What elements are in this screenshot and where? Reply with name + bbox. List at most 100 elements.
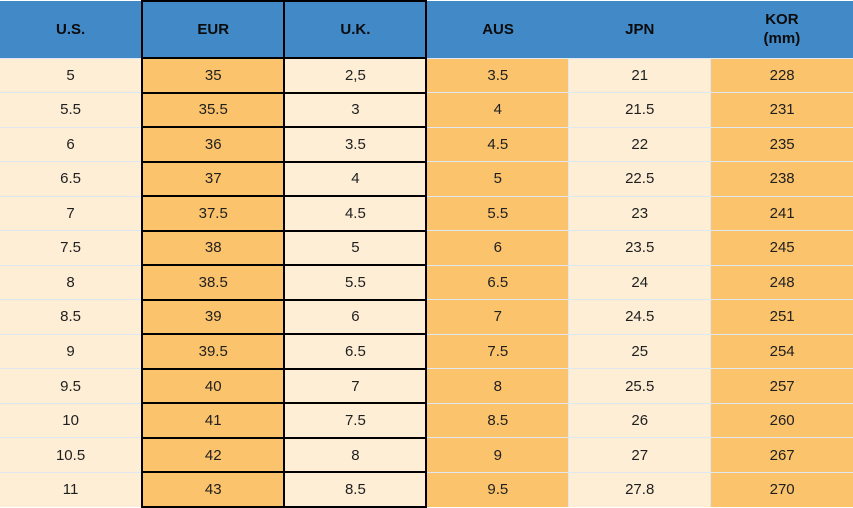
column-header-jpn: JPN xyxy=(568,1,711,59)
table-header: U.S. EUR U.K. AUS JPN KOR (mm) xyxy=(0,0,853,59)
cell-aus: 3.5 xyxy=(426,57,569,93)
table-row: 8.5 39 6 7 24.5 251 xyxy=(0,298,853,336)
cell-us: 9.5 xyxy=(0,368,143,404)
table-row: 10 41 7.5 8.5 26 260 xyxy=(0,402,853,439)
cell-aus: 6.5 xyxy=(426,264,569,300)
cell-kor: 267 xyxy=(710,437,853,473)
table-row: 6.5 37 4 5 22.5 238 xyxy=(0,160,853,198)
cell-us: 11 xyxy=(0,471,143,507)
cell-jpn: 22.5 xyxy=(568,161,711,197)
cell-eur: 35.5 xyxy=(141,91,286,129)
cell-eur: 40 xyxy=(141,367,286,405)
cell-eur: 43 xyxy=(141,471,286,508)
table-row: 7.5 38 5 6 23.5 245 xyxy=(0,229,853,267)
cell-eur: 36 xyxy=(141,126,286,163)
cell-jpn: 26 xyxy=(568,402,711,438)
cell-jpn: 27 xyxy=(568,437,711,473)
cell-aus: 4.5 xyxy=(426,126,569,162)
cell-jpn: 24 xyxy=(568,264,711,300)
cell-uk: 2,5 xyxy=(283,57,428,94)
cell-aus: 7.5 xyxy=(426,333,569,369)
cell-uk: 8 xyxy=(283,436,428,474)
column-header-aus: AUS xyxy=(426,1,569,59)
cell-kor: 228 xyxy=(710,57,853,93)
cell-aus: 8 xyxy=(426,368,569,404)
cell-eur: 37.5 xyxy=(141,195,286,232)
cell-uk: 3 xyxy=(283,91,428,129)
cell-kor: 235 xyxy=(710,126,853,162)
cell-eur: 39.5 xyxy=(141,333,286,370)
cell-aus: 5.5 xyxy=(426,195,569,231)
cell-kor: 248 xyxy=(710,264,853,300)
cell-us: 9 xyxy=(0,333,143,369)
column-header-eur-label: EUR xyxy=(197,21,230,38)
cell-us: 5 xyxy=(0,57,143,93)
column-header-aus-label: AUS xyxy=(482,20,514,38)
cell-aus: 7 xyxy=(426,299,569,335)
cell-uk: 6.5 xyxy=(283,333,428,370)
column-header-jpn-label: JPN xyxy=(625,20,655,38)
table-row: 5.5 35.5 3 4 21.5 231 xyxy=(0,91,853,129)
cell-jpn: 25 xyxy=(568,333,711,369)
cell-us: 7 xyxy=(0,195,143,231)
cell-kor: 257 xyxy=(710,368,853,404)
cell-us: 10.5 xyxy=(0,437,143,473)
cell-uk: 4.5 xyxy=(283,195,428,232)
header-row: U.S. EUR U.K. AUS JPN KOR (mm) xyxy=(0,0,853,59)
cell-uk: 5 xyxy=(283,229,428,267)
cell-eur: 42 xyxy=(141,436,286,474)
cell-jpn: 24.5 xyxy=(568,299,711,335)
cell-eur: 39 xyxy=(141,298,286,336)
cell-uk: 6 xyxy=(283,298,428,336)
cell-kor: 270 xyxy=(710,471,853,507)
table-row: 5 35 2,5 3.5 21 228 xyxy=(0,57,853,94)
cell-uk: 5.5 xyxy=(283,264,428,301)
cell-kor: 245 xyxy=(710,230,853,266)
cell-kor: 254 xyxy=(710,333,853,369)
column-header-kor: KOR (mm) xyxy=(710,1,853,59)
table-row: 9.5 40 7 8 25.5 257 xyxy=(0,367,853,405)
cell-uk: 3.5 xyxy=(283,126,428,163)
cell-eur: 35 xyxy=(141,57,286,94)
cell-eur: 41 xyxy=(141,402,286,439)
cell-jpn: 25.5 xyxy=(568,368,711,404)
cell-kor: 231 xyxy=(710,92,853,128)
cell-jpn: 23.5 xyxy=(568,230,711,266)
cell-jpn: 21.5 xyxy=(568,92,711,128)
cell-us: 10 xyxy=(0,402,143,438)
cell-kor: 260 xyxy=(710,402,853,438)
cell-us: 5.5 xyxy=(0,92,143,128)
column-header-kor-unit-label: (mm) xyxy=(763,30,801,48)
cell-kor: 251 xyxy=(710,299,853,335)
cell-kor: 241 xyxy=(710,195,853,231)
column-header-eur: EUR xyxy=(141,0,286,59)
cell-jpn: 22 xyxy=(568,126,711,162)
table-body: 5 35 2,5 3.5 21 228 5.5 35.5 3 4 21.5 231 6 36 3.5 4.5 2… xyxy=(0,57,853,508)
cell-eur: 38.5 xyxy=(141,264,286,301)
table-row: 8 38.5 5.5 6.5 24 248 xyxy=(0,264,853,301)
table-row: 9 39.5 6.5 7.5 25 254 xyxy=(0,333,853,370)
cell-aus: 5 xyxy=(426,161,569,197)
cell-us: 6.5 xyxy=(0,161,143,197)
table-row: 6 36 3.5 4.5 22 235 xyxy=(0,126,853,163)
column-header-us-label: U.S. xyxy=(55,20,86,38)
cell-us: 8 xyxy=(0,264,143,300)
cell-uk: 4 xyxy=(283,160,428,198)
cell-kor: 238 xyxy=(710,161,853,197)
column-header-kor-label: KOR xyxy=(765,11,799,29)
cell-aus: 9.5 xyxy=(426,471,569,507)
table-row: 11 43 8.5 9.5 27.8 270 xyxy=(0,471,853,508)
cell-aus: 4 xyxy=(426,92,569,128)
cell-jpn: 21 xyxy=(568,57,711,93)
table-row: 7 37.5 4.5 5.5 23 241 xyxy=(0,195,853,232)
cell-uk: 8.5 xyxy=(283,471,428,508)
cell-uk: 7.5 xyxy=(283,402,428,439)
cell-eur: 38 xyxy=(141,229,286,267)
column-header-uk-label: U.K. xyxy=(340,21,371,38)
table-row: 10.5 42 8 9 27 267 xyxy=(0,436,853,474)
cell-us: 6 xyxy=(0,126,143,162)
cell-aus: 8.5 xyxy=(426,402,569,438)
cell-jpn: 23 xyxy=(568,195,711,231)
cell-aus: 9 xyxy=(426,437,569,473)
